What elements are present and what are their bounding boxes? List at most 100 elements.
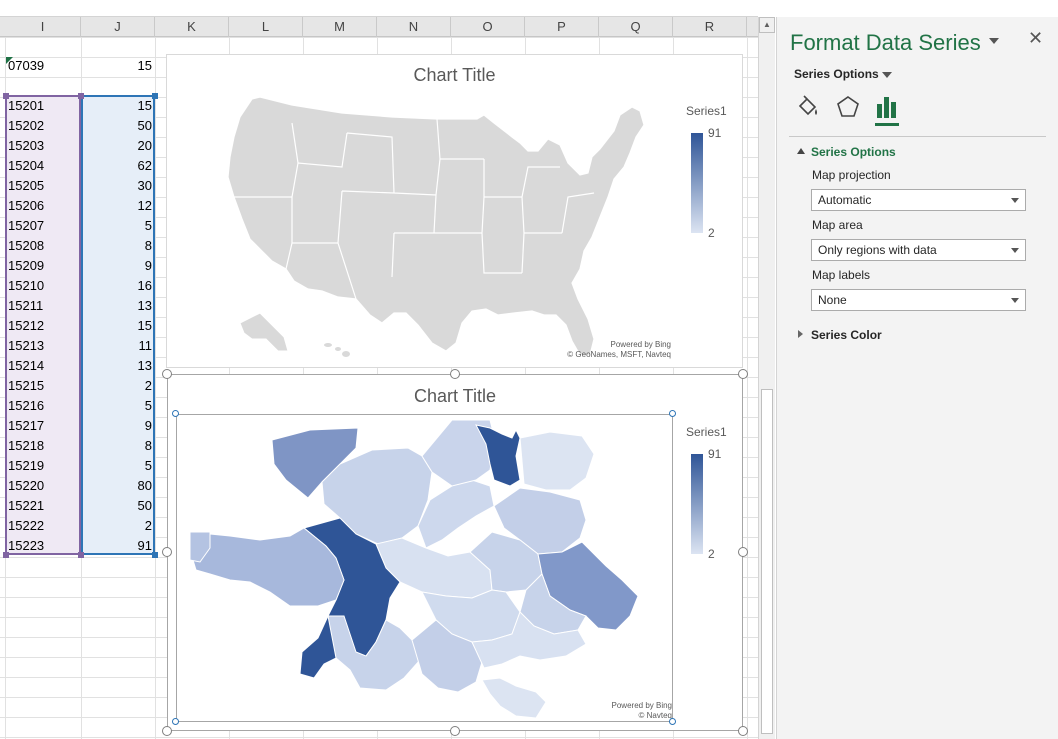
- cell-zip[interactable]: 15212: [8, 318, 45, 333]
- series-options-chart-icon[interactable]: [874, 94, 900, 120]
- cell-value[interactable]: 80: [137, 478, 152, 493]
- cell-zip[interactable]: 15211: [8, 298, 44, 313]
- cell-zip[interactable]: 15222: [8, 518, 45, 533]
- col-header-r[interactable]: R: [673, 17, 747, 37]
- col-header-q[interactable]: Q: [599, 17, 673, 37]
- map-projection-select[interactable]: Automatic: [811, 189, 1026, 211]
- cell-zip[interactable]: 15204: [8, 158, 45, 173]
- worksheet[interactable]: I J K L M N O P Q R 07039 15 15201 15 1520…: [0, 0, 758, 739]
- cell-zip[interactable]: 15206: [8, 198, 45, 213]
- pittsburgh-map-chart[interactable]: Chart Title Series1 91 2: [167, 374, 743, 731]
- expand-triangle-icon[interactable]: [798, 330, 803, 338]
- cell-value[interactable]: 9: [144, 258, 152, 273]
- cell-value[interactable]: 50: [137, 498, 152, 513]
- cell-zip[interactable]: 15201: [8, 98, 45, 113]
- cell-value[interactable]: 2: [144, 378, 152, 393]
- cell-zip[interactable]: 15215: [8, 378, 45, 393]
- chart-resize-handle[interactable]: [738, 547, 748, 557]
- map-area-select[interactable]: Only regions with data: [811, 239, 1026, 261]
- cell-zip[interactable]: 15208: [8, 238, 45, 253]
- cell-zip[interactable]: 15221: [8, 498, 45, 513]
- map-labels-select[interactable]: None: [811, 289, 1026, 311]
- col-header-n[interactable]: N: [377, 17, 451, 37]
- cell-value[interactable]: 20: [137, 138, 152, 153]
- chart-resize-handle[interactable]: [738, 369, 748, 379]
- cell-j-top[interactable]: 15: [137, 58, 152, 73]
- cell-value[interactable]: 16: [137, 278, 152, 293]
- col-header-m[interactable]: M: [303, 17, 377, 37]
- plot-area-resize-handle[interactable]: [669, 718, 676, 725]
- series-options-dropdown[interactable]: Series Options: [794, 67, 879, 81]
- col-header-l[interactable]: L: [229, 17, 303, 37]
- cell-value[interactable]: 62: [137, 158, 152, 173]
- cell-value[interactable]: 15: [137, 98, 152, 113]
- range-handle[interactable]: [3, 93, 9, 99]
- chart-resize-handle[interactable]: [450, 369, 460, 379]
- cell-value[interactable]: 91: [137, 538, 152, 553]
- cell-value[interactable]: 12: [137, 198, 152, 213]
- cell-zip[interactable]: 15214: [8, 358, 45, 373]
- cell-value[interactable]: 8: [144, 238, 152, 253]
- plot-area-resize-handle[interactable]: [669, 410, 676, 417]
- cell-zip[interactable]: 15205: [8, 178, 45, 193]
- col-header-p[interactable]: P: [525, 17, 599, 37]
- pane-options-dropdown-icon[interactable]: [989, 38, 999, 44]
- fill-line-icon[interactable]: [795, 94, 821, 120]
- cell-value[interactable]: 8: [144, 438, 152, 453]
- col-header-i[interactable]: I: [5, 17, 81, 37]
- col-header-j[interactable]: J: [81, 17, 155, 37]
- chevron-down-icon[interactable]: [882, 72, 892, 78]
- cell-value[interactable]: 50: [137, 118, 152, 133]
- range-handle[interactable]: [152, 552, 158, 558]
- collapse-triangle-icon[interactable]: [797, 148, 805, 154]
- cell-value[interactable]: 15: [137, 318, 152, 333]
- section-series-options[interactable]: Series Options: [811, 145, 896, 159]
- plot-area-resize-handle[interactable]: [172, 410, 179, 417]
- us-map-chart[interactable]: Chart Title Series1 91 2 Powered by Bing…: [166, 54, 743, 368]
- scroll-up-arrow-icon[interactable]: ▲: [759, 17, 775, 33]
- cell-zip[interactable]: 15216: [8, 398, 45, 413]
- cell-value[interactable]: 13: [137, 298, 152, 313]
- range-handle[interactable]: [152, 93, 158, 99]
- cell-value[interactable]: 11: [138, 338, 153, 353]
- cell-value[interactable]: 5: [144, 398, 152, 413]
- chart-resize-handle[interactable]: [738, 726, 748, 736]
- chart-title[interactable]: Chart Title: [413, 386, 497, 406]
- cell-zip[interactable]: 15220: [8, 478, 45, 493]
- cell-zip[interactable]: 15217: [8, 418, 45, 433]
- close-icon[interactable]: ✕: [1028, 28, 1044, 48]
- effects-pentagon-icon[interactable]: [835, 94, 861, 120]
- col-header-k[interactable]: K: [155, 17, 229, 37]
- cell-zip[interactable]: 15210: [8, 278, 45, 293]
- cell-value[interactable]: 5: [144, 458, 152, 473]
- cell-value[interactable]: 2: [144, 518, 152, 533]
- cell-zip[interactable]: 15202: [8, 118, 45, 133]
- section-series-color[interactable]: Series Color: [811, 328, 882, 342]
- cell-value[interactable]: 13: [137, 358, 152, 373]
- cell-zip[interactable]: 15209: [8, 258, 45, 273]
- chart-title[interactable]: Chart Title: [413, 65, 496, 85]
- chart-resize-handle[interactable]: [162, 369, 172, 379]
- cell-zip[interactable]: 15219: [8, 458, 45, 473]
- cell-zip[interactable]: 15203: [8, 138, 45, 153]
- cell-i-top[interactable]: 07039: [8, 58, 45, 73]
- cell-value[interactable]: 30: [137, 178, 152, 193]
- plot-area[interactable]: [176, 414, 673, 722]
- range-handle[interactable]: [78, 552, 84, 558]
- vertical-scrollbar[interactable]: ▲: [758, 17, 775, 739]
- scrollbar-thumb[interactable]: [761, 389, 773, 734]
- cell-value[interactable]: 5: [144, 218, 152, 233]
- cell-zip[interactable]: 15218: [8, 438, 45, 453]
- chart-resize-handle[interactable]: [450, 726, 460, 736]
- col-header-o[interactable]: O: [451, 17, 525, 37]
- range-handle[interactable]: [3, 552, 9, 558]
- plot-area-resize-handle[interactable]: [172, 718, 179, 725]
- pane-title: Format Data Series: [790, 30, 981, 55]
- cell-zip[interactable]: 15223: [8, 538, 45, 553]
- cell-value[interactable]: 9: [144, 418, 152, 433]
- chart-resize-handle[interactable]: [162, 547, 172, 557]
- cell-zip[interactable]: 15207: [8, 218, 45, 233]
- range-handle[interactable]: [78, 93, 84, 99]
- chart-resize-handle[interactable]: [162, 726, 172, 736]
- cell-zip[interactable]: 15213: [8, 338, 45, 353]
